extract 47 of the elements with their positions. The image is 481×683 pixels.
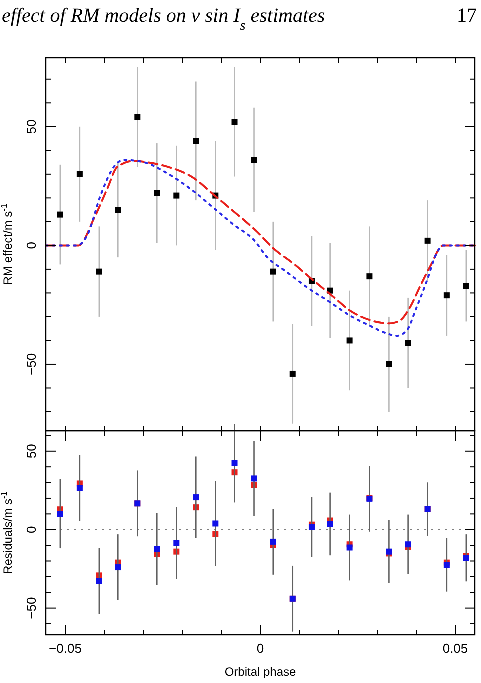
point [270,538,276,545]
point [193,138,200,144]
point [463,283,470,290]
point [232,119,238,126]
x-tick-label: −0.05 [49,641,82,656]
y-tick-label: 50 [24,444,39,459]
point [270,268,276,275]
y-tick-label: 0 [24,526,39,534]
point [366,274,373,280]
x-axis-title: Orbital phase [224,665,297,679]
point [308,524,315,530]
point [76,485,83,492]
point [444,292,450,299]
point [193,494,200,501]
point [212,520,219,527]
point [57,212,64,218]
text: 17 [457,5,477,27]
point [327,521,334,528]
y-tick-label: 0 [24,242,39,250]
point [424,238,431,244]
point [290,370,296,377]
point [57,511,64,518]
point [405,340,412,346]
y-tick-label: −50 [24,597,39,620]
point [444,562,450,568]
point [115,564,122,571]
point [405,542,412,548]
point [134,114,141,120]
point [96,578,102,584]
point [386,361,392,368]
point [346,544,353,551]
point [251,476,258,482]
chart-title: effect of RM models on v sin I$_{s}$ estimates [2,5,326,34]
x-tick-label: 0 [256,641,264,656]
point [154,190,160,196]
point [174,192,180,199]
point [346,338,353,344]
point [154,546,160,552]
point [115,207,122,214]
x-tick-label: 0.05 [442,641,468,656]
y-tick-label: 50 [24,120,39,134]
y-tick-label: −50 [24,353,39,376]
point [232,460,238,466]
point [251,157,258,164]
point [174,540,180,546]
point [76,171,83,178]
point [96,268,102,275]
